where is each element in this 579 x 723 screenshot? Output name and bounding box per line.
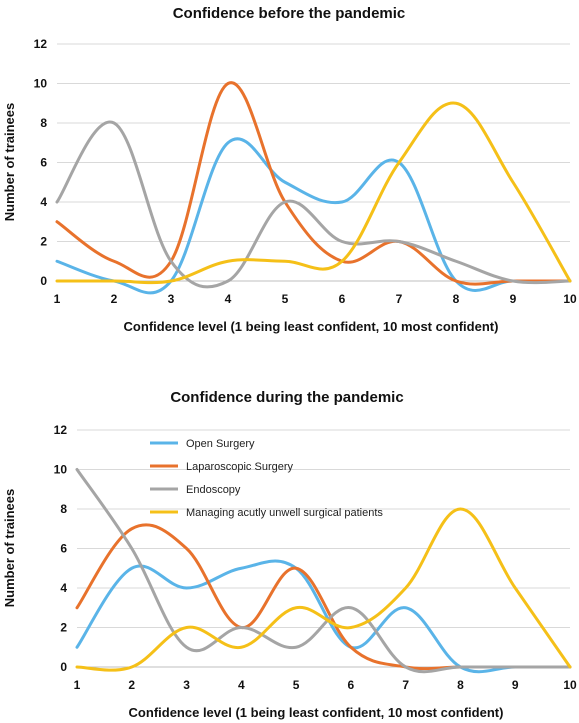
legend-entry: Endoscopy: [186, 484, 241, 496]
series-line-2: [55, 81, 572, 286]
x-tick-label: 6: [339, 292, 346, 306]
x-tick-label: 3: [183, 678, 190, 692]
y-tick-label: 2: [40, 235, 47, 249]
x-axis-label: Confidence level (1 being least confiden…: [129, 705, 504, 720]
y-tick-label: 8: [40, 116, 47, 130]
x-tick-label: 1: [54, 292, 61, 306]
x-tick-label: 8: [453, 292, 460, 306]
chart-during-svg: Confidence during the pandemic Open Surg…: [2, 389, 577, 720]
series-line-1: [55, 137, 572, 295]
x-tick-label: 10: [563, 292, 577, 306]
x-tick-label: 6: [348, 678, 355, 692]
legend-entry: Laparoscopic Surgery: [186, 461, 294, 473]
x-tick-label: 7: [402, 678, 409, 692]
y-tick-label: 6: [60, 542, 67, 556]
gridlines: [77, 429, 570, 628]
x-tick-label: 2: [128, 678, 135, 692]
y-tick-label: 10: [54, 463, 68, 477]
series-line-1: [75, 559, 572, 674]
series-line-4: [55, 101, 572, 285]
series-line-3: [75, 468, 572, 674]
chart-title: Confidence during the pandemic: [170, 389, 403, 406]
y-tick-label: 2: [60, 621, 67, 635]
x-tick-label: 8: [457, 678, 464, 692]
series-group: [55, 81, 572, 295]
x-tick-label: 3: [168, 292, 175, 306]
y-tick-label: 0: [40, 274, 47, 288]
legend-entry: Open Surgery: [186, 438, 255, 450]
legend-entry: Managing acutly unwell surgical patients: [186, 507, 383, 519]
series-group: [75, 468, 572, 674]
y-tick-label: 4: [40, 195, 47, 209]
y-tick-label: 10: [34, 77, 48, 91]
y-tick-label: 12: [54, 423, 68, 437]
gridlines: [57, 43, 570, 242]
y-tick-label: 4: [60, 581, 67, 595]
x-axis-label: Confidence level (1 being least confiden…: [124, 319, 499, 334]
x-tick-label: 4: [225, 292, 232, 306]
chart-before-pandemic: Confidence before the pandemic 0 2 4 6 8 10 12…: [0, 0, 579, 345]
x-tick-label: 9: [510, 292, 517, 306]
x-tick-label: 7: [396, 292, 403, 306]
x-tick-label: 9: [512, 678, 519, 692]
x-tick-label: 1: [74, 678, 81, 692]
series-line-4: [75, 507, 572, 672]
x-tick-label: 5: [293, 678, 300, 692]
x-tick-label: 2: [111, 292, 118, 306]
series-line-2: [75, 523, 572, 671]
y-axis-label: Number of trainees: [2, 489, 17, 607]
chart-during-pandemic: Confidence during the pandemic Open Surg…: [0, 378, 579, 723]
y-tick-label: 8: [60, 502, 67, 516]
series-line-3: [55, 120, 572, 289]
y-axis-label: Number of trainees: [2, 103, 17, 221]
chart-before-svg: Confidence before the pandemic 024681012…: [2, 5, 577, 334]
x-tick-label: 4: [238, 678, 245, 692]
y-tick-label: 0: [60, 660, 67, 674]
chart-title: Confidence before the pandemic: [173, 5, 406, 22]
x-tick-label: 5: [282, 292, 289, 306]
y-tick-label: 6: [40, 156, 47, 170]
y-tick-label: 12: [34, 37, 48, 51]
x-tick-label: 10: [563, 678, 577, 692]
legend: Open Surgery Laparoscopic Surgery Endoscop…: [150, 438, 383, 519]
